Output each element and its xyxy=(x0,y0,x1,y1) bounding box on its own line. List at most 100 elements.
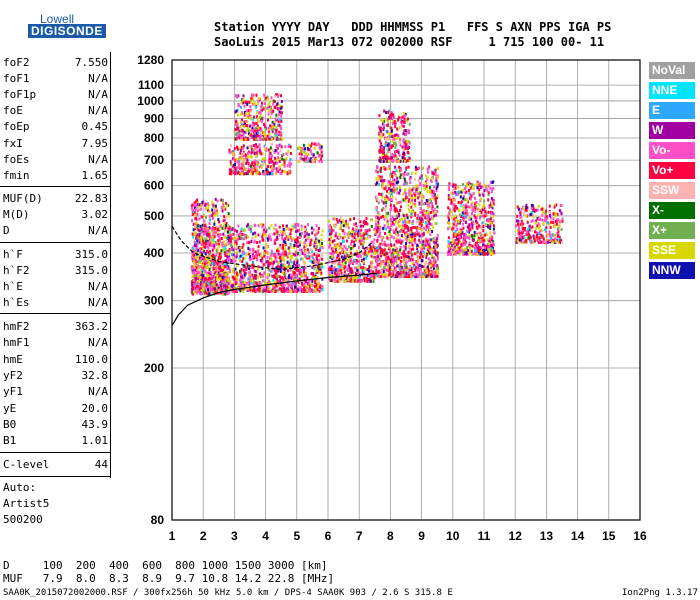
echo-point xyxy=(379,246,382,250)
echo-point xyxy=(300,272,303,276)
echo-point xyxy=(408,209,411,213)
echo-point xyxy=(432,190,435,194)
y-tick-label: 200 xyxy=(144,361,164,375)
echo-point xyxy=(289,273,292,277)
echo-point xyxy=(314,238,317,242)
echo-point xyxy=(273,120,276,124)
echo-point xyxy=(256,115,259,119)
echo-point xyxy=(413,186,416,190)
echo-point xyxy=(195,287,198,291)
echo-point xyxy=(197,284,200,288)
echo-point xyxy=(387,243,390,247)
echo-point xyxy=(194,200,197,204)
echo-point xyxy=(295,250,298,254)
echo-point xyxy=(233,157,236,161)
echo-point xyxy=(357,262,360,266)
echo-point xyxy=(253,240,256,244)
echo-point xyxy=(397,271,400,275)
echo-point xyxy=(300,224,303,228)
x-tick-label: 13 xyxy=(540,529,554,543)
echo-point xyxy=(222,200,225,204)
echo-point xyxy=(300,289,303,293)
echo-point xyxy=(282,280,285,284)
echo-point xyxy=(365,220,368,224)
echo-point xyxy=(257,233,260,237)
echo-point xyxy=(277,132,280,136)
echo-point xyxy=(250,225,253,229)
echo-point xyxy=(391,251,394,255)
echo-point xyxy=(431,225,434,229)
echo-point xyxy=(246,262,249,266)
echo-point xyxy=(301,147,304,151)
echo-point xyxy=(316,232,319,236)
echo-point xyxy=(232,152,235,156)
echo-point xyxy=(235,275,238,279)
echo-point xyxy=(414,211,417,215)
echo-point xyxy=(201,245,204,249)
echo-point xyxy=(293,283,296,287)
echo-point xyxy=(257,249,260,253)
echo-point xyxy=(223,235,226,239)
echo-point xyxy=(379,179,382,183)
echo-point xyxy=(424,243,427,247)
echo-point xyxy=(198,287,201,291)
echo-point xyxy=(308,256,311,260)
param-label: foF1 xyxy=(3,72,30,85)
echo-point xyxy=(297,159,300,163)
echo-point xyxy=(417,218,420,222)
echo-point xyxy=(379,260,382,264)
echo-point xyxy=(244,119,247,123)
echo-point xyxy=(281,154,284,158)
echo-point xyxy=(334,260,337,264)
echo-point xyxy=(250,123,253,127)
echo-point xyxy=(200,251,203,255)
echo-point xyxy=(382,128,385,132)
echo-point xyxy=(229,151,232,155)
echo-point xyxy=(250,151,253,155)
echo-point xyxy=(411,253,414,257)
echo-point xyxy=(408,271,411,275)
echo-point xyxy=(431,247,434,251)
echo-point xyxy=(350,271,353,275)
param-label: yF2 xyxy=(3,369,23,382)
echo-point xyxy=(344,275,347,279)
echo-point xyxy=(436,182,439,186)
echo-point xyxy=(217,238,220,242)
echo-point xyxy=(194,282,197,286)
x-tick-label: 11 xyxy=(478,529,491,543)
echo-point xyxy=(360,238,363,242)
echo-point xyxy=(410,205,413,209)
echo-point xyxy=(431,239,434,243)
echo-point xyxy=(205,256,208,260)
echo-point xyxy=(436,205,439,209)
echo-point xyxy=(239,149,242,153)
echo-point xyxy=(349,269,352,273)
echo-point xyxy=(290,274,293,278)
echo-point xyxy=(404,221,407,225)
echo-point xyxy=(365,232,368,236)
echo-point xyxy=(366,222,369,226)
echo-point xyxy=(243,110,246,114)
echo-point xyxy=(200,227,203,231)
echo-point xyxy=(418,216,421,220)
echo-point xyxy=(250,229,253,233)
echo-point xyxy=(334,231,337,235)
echo-point xyxy=(402,111,405,115)
echo-point xyxy=(378,217,381,221)
echo-point xyxy=(211,235,214,239)
echo-point xyxy=(201,270,204,274)
echo-point xyxy=(212,287,215,291)
echo-point xyxy=(376,216,379,220)
echo-point xyxy=(429,245,432,249)
echo-point xyxy=(273,100,276,104)
echo-point xyxy=(277,156,280,160)
echo-point xyxy=(202,274,205,278)
echo-point xyxy=(252,282,255,286)
y-tick-label: 800 xyxy=(144,131,164,145)
echo-point xyxy=(255,282,258,286)
echo-point xyxy=(195,241,198,245)
echo-point xyxy=(219,257,222,261)
echo-point xyxy=(269,253,272,257)
echo-point xyxy=(388,230,391,234)
echo-point xyxy=(343,231,346,235)
